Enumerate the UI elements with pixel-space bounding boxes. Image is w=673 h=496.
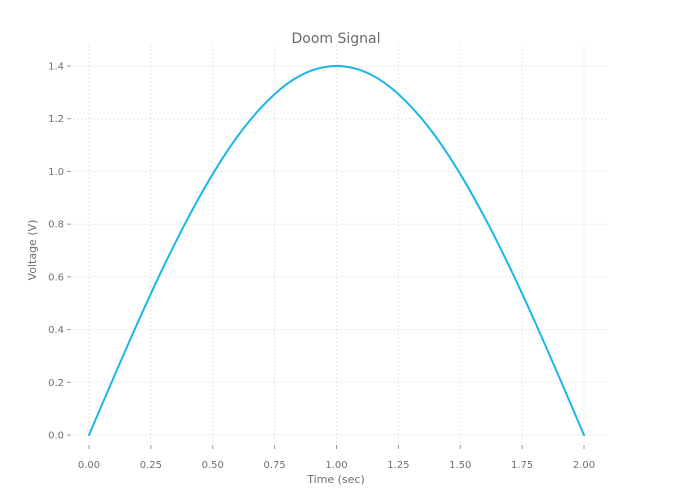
y-tick-label: 0.0 bbox=[48, 431, 64, 442]
x-tick-label: 1.75 bbox=[511, 460, 533, 471]
y-tick-label: 1.0 bbox=[48, 167, 64, 178]
x-tick-label: 0.00 bbox=[78, 460, 100, 471]
y-tick-label: 0.4 bbox=[48, 325, 64, 336]
x-tick-label: 0.25 bbox=[140, 460, 162, 471]
x-tick-label: 1.25 bbox=[387, 460, 409, 471]
series-layer bbox=[88, 65, 585, 436]
x-tick-label: 0.75 bbox=[263, 460, 285, 471]
y-tick-label: 1.4 bbox=[48, 62, 64, 73]
y-axis-ticks: 0.0 0.2 0.4 0.6 0.8 1.0 1.2 1.4 bbox=[48, 62, 71, 442]
x-tick-label: 0.50 bbox=[202, 460, 224, 471]
x-tick-label: 1.00 bbox=[325, 460, 347, 471]
y-axis-label: Voltage (V) bbox=[26, 220, 39, 281]
grid bbox=[73, 45, 608, 445]
x-axis-label: Time (sec) bbox=[306, 473, 365, 486]
x-tick-label: 1.50 bbox=[449, 460, 471, 471]
x-axis-ticks: 0.00 0.25 0.50 0.75 1.00 1.25 1.50 1.75 2.00 bbox=[78, 445, 595, 471]
y-tick-label: 0.2 bbox=[48, 378, 64, 389]
y-tick-label: 0.6 bbox=[48, 272, 64, 283]
series-line bbox=[88, 65, 585, 436]
chart-title: Doom Signal bbox=[291, 31, 380, 47]
y-tick-label: 0.8 bbox=[48, 220, 64, 231]
x-tick-label: 2.00 bbox=[573, 460, 595, 471]
y-tick-label: 1.2 bbox=[48, 114, 64, 125]
